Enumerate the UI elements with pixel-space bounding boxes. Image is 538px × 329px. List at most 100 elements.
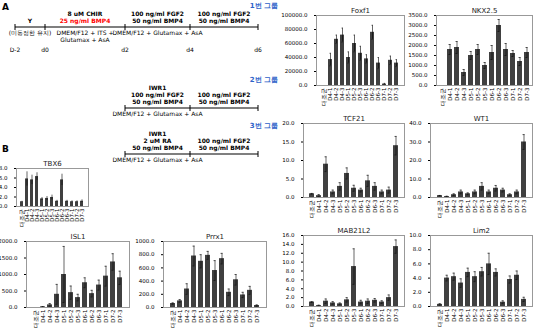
svg-text:D7-1: D7-1 [240, 310, 246, 323]
svg-text:D6-3: D6-3 [503, 87, 509, 101]
svg-text:8.0: 8.0 [286, 268, 295, 274]
svg-text:D7-1: D7-1 [507, 309, 513, 322]
svg-text:d6: d6 [254, 46, 262, 53]
svg-text:30.0: 30.0 [409, 139, 422, 145]
svg-text:8.0: 8.0 [413, 246, 422, 252]
svg-text:80000.0: 80000.0 [285, 26, 308, 32]
svg-text:500.0: 500.0 [2, 288, 18, 294]
svg-text:대조군: 대조군 [309, 309, 315, 327]
svg-text:D6-2: D6-2 [493, 200, 499, 213]
svg-text:D7-3: D7-3 [117, 309, 123, 323]
svg-text:Lim2: Lim2 [473, 227, 490, 235]
svg-text:D4-1: D4-1 [316, 200, 322, 213]
svg-text:D5-1: D5-1 [468, 88, 474, 101]
svg-text:D5-2: D5-2 [205, 310, 211, 323]
svg-text:D7-3: D7-3 [393, 308, 399, 322]
svg-text:D4-2: D4-2 [451, 309, 457, 322]
svg-text:60000.0: 60000.0 [285, 40, 308, 46]
svg-text:D5-1: D5-1 [337, 309, 343, 322]
svg-text:0.0: 0.0 [9, 304, 18, 310]
svg-text:D7-1: D7-1 [103, 310, 109, 323]
svg-text:대조군: 대조군 [440, 88, 446, 106]
svg-text:D4-1: D4-1 [444, 200, 450, 213]
svg-text:D4-3: D4-3 [330, 308, 336, 322]
svg-text:DMEM/F12 + Glutamax + AsA: DMEM/F12 + Glutamax + AsA [112, 156, 203, 163]
svg-text:400.0: 400.0 [139, 278, 155, 284]
svg-text:D5-1: D5-1 [465, 309, 471, 322]
svg-text:D7-2: D7-2 [514, 200, 520, 213]
svg-text:3500.0: 3500.0 [408, 12, 428, 18]
svg-text:1500.0: 1500.0 [408, 52, 428, 58]
svg-text:D7-2: D7-2 [247, 310, 253, 323]
svg-text:50 ng/ml BMP4: 50 ng/ml BMP4 [199, 144, 250, 152]
svg-text:D5-3: D5-3 [479, 199, 485, 213]
svg-text:6.0: 6.0 [0, 175, 8, 181]
svg-text:IWR1: IWR1 [149, 130, 167, 137]
svg-text:50 ng/ml BMP4: 50 ng/ml BMP4 [199, 98, 250, 106]
svg-text:DMEM/F12 + ITS +: DMEM/F12 + ITS + [57, 29, 114, 36]
svg-text:D4-2: D4-2 [184, 310, 190, 323]
svg-text:D5-1: D5-1 [61, 310, 67, 323]
svg-text:D5-2: D5-2 [472, 200, 478, 213]
svg-text:Y: Y [27, 17, 33, 24]
svg-text:50 ng/ml BMP4: 50 ng/ml BMP4 [199, 17, 250, 25]
svg-text:D6-2: D6-2 [89, 310, 95, 323]
svg-text:2.0: 2.0 [286, 294, 295, 300]
svg-text:0.0: 0.0 [286, 303, 295, 309]
svg-text:6.0: 6.0 [413, 261, 422, 267]
svg-text:0.0: 0.0 [299, 82, 308, 88]
svg-text:2000.0: 2000.0 [0, 238, 18, 244]
svg-text:D4-2: D4-2 [454, 88, 460, 101]
svg-text:1000.0: 1000.0 [0, 271, 18, 277]
svg-text:D5-3: D5-3 [75, 309, 81, 323]
svg-text:800.0: 800.0 [139, 251, 155, 257]
svg-text:50 ng/ml BMP4: 50 ng/ml BMP4 [132, 17, 183, 25]
svg-text:DMEM/F12 + Glutamax + AsA: DMEM/F12 + Glutamax + AsA [112, 29, 203, 36]
svg-text:D6-2: D6-2 [365, 309, 371, 322]
svg-text:D6-2: D6-2 [365, 200, 371, 213]
svg-text:D6-1: D6-1 [486, 200, 492, 213]
svg-text:D5-1: D5-1 [465, 200, 471, 213]
svg-text:0.0: 0.0 [413, 303, 422, 309]
svg-text:D7-1: D7-1 [379, 309, 385, 322]
svg-text:1000.0: 1000.0 [135, 238, 155, 244]
svg-text:D5-3: D5-3 [351, 308, 357, 322]
svg-text:D6-3: D6-3 [233, 309, 239, 323]
svg-text:D4-1: D4-1 [177, 310, 183, 323]
svg-text:15.0: 15.0 [282, 139, 295, 145]
svg-text:D4-2: D4-2 [47, 310, 53, 323]
svg-text:3번 그룹: 3번 그룹 [250, 122, 278, 130]
svg-text:50 ng/ml BMP4: 50 ng/ml BMP4 [132, 144, 183, 152]
svg-text:D5-3: D5-3 [351, 199, 357, 213]
svg-text:D7-1: D7-1 [379, 200, 385, 213]
svg-text:D7-3: D7-3 [79, 208, 85, 222]
svg-text:1500.0: 1500.0 [0, 255, 18, 261]
svg-text:TCF21: TCF21 [342, 115, 365, 123]
svg-text:DMEM/F12 + Glutamax + AsA: DMEM/F12 + Glutamax + AsA [112, 110, 203, 117]
svg-text:D7-3: D7-3 [521, 308, 527, 322]
svg-text:D5-2: D5-2 [344, 200, 350, 213]
svg-text:2500.0: 2500.0 [408, 32, 428, 38]
svg-text:D5-3: D5-3 [212, 309, 218, 323]
svg-text:D6-2: D6-2 [226, 310, 232, 323]
svg-text:10.0: 10.0 [282, 259, 295, 265]
svg-text:10.0: 10.0 [282, 157, 295, 163]
svg-text:A: A [2, 2, 9, 12]
svg-text:D5-3: D5-3 [479, 308, 485, 322]
svg-text:D7-2: D7-2 [514, 309, 520, 322]
svg-text:50 ng/ml BMP4: 50 ng/ml BMP4 [132, 98, 183, 106]
svg-text:Prrx1: Prrx1 [206, 233, 224, 241]
svg-text:대조군: 대조군 [309, 200, 315, 218]
svg-text:8.0: 8.0 [0, 165, 8, 171]
svg-text:D6-3: D6-3 [372, 199, 378, 213]
svg-text:Foxf1: Foxf1 [351, 7, 370, 15]
svg-text:16.0: 16.0 [282, 232, 295, 238]
svg-text:D4-2: D4-2 [323, 309, 329, 322]
svg-text:대조군: 대조군 [33, 310, 39, 328]
svg-text:40.0: 40.0 [409, 120, 422, 126]
svg-text:D4-3: D4-3 [191, 309, 197, 323]
svg-text:D6-1: D6-1 [219, 310, 225, 323]
svg-text:0.0: 0.0 [0, 203, 8, 209]
svg-text:D4-2: D4-2 [323, 200, 329, 213]
svg-text:6.0: 6.0 [286, 277, 295, 283]
